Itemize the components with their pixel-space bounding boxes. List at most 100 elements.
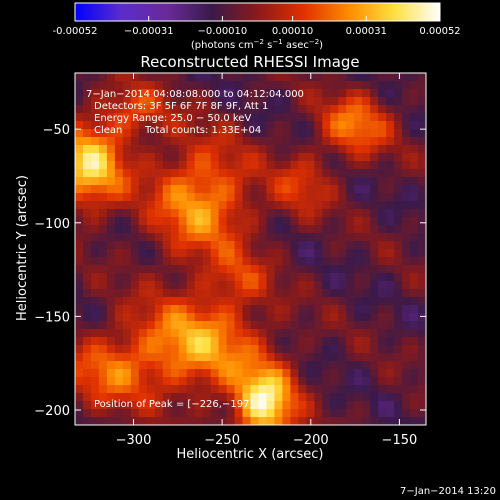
- heatmap-cell: [226, 377, 236, 386]
- heatmap-cell: [178, 217, 188, 226]
- heatmap-cell: [370, 153, 379, 162]
- heatmap-cell: [346, 233, 355, 242]
- heatmap-cell: [282, 225, 291, 234]
- heatmap-cell: [234, 233, 244, 242]
- heatmap-cell: [266, 289, 276, 298]
- heatmap-cell: [202, 81, 212, 90]
- heatmap-cell: [338, 337, 347, 346]
- heatmap-cell: [402, 137, 411, 146]
- heatmap-cell: [314, 313, 323, 322]
- heatmap-cell: [410, 273, 419, 282]
- heatmap-cell: [314, 241, 323, 250]
- heatmap-cell: [178, 121, 188, 130]
- heatmap-cell: [370, 113, 379, 122]
- heatmap-cell: [362, 377, 371, 386]
- heatmap-cell: [154, 409, 164, 418]
- heatmap-cell: [82, 289, 92, 298]
- heatmap-cell: [410, 129, 419, 138]
- heatmap-cell: [202, 225, 212, 234]
- heatmap-cell: [138, 385, 148, 394]
- heatmap-cell: [194, 233, 204, 242]
- heatmap-cell: [378, 73, 387, 82]
- heatmap-cell: [146, 257, 156, 266]
- heatmap-cell: [194, 321, 204, 330]
- heatmap-cell: [402, 185, 411, 194]
- heatmap-cell: [266, 281, 276, 290]
- heatmap-cell: [194, 113, 204, 122]
- heatmap-cell: [290, 113, 299, 122]
- heatmap-cell: [146, 393, 156, 402]
- heatmap-cell: [178, 417, 188, 425]
- heatmap-cell: [298, 89, 307, 98]
- heatmap-cell: [378, 401, 387, 410]
- heatmap-cell: [210, 313, 220, 322]
- heatmap-cell: [266, 297, 276, 306]
- heatmap-cell: [82, 177, 92, 186]
- heatmap-cell: [226, 105, 236, 114]
- heatmap-cell: [162, 401, 172, 410]
- heatmap-cell: [298, 393, 307, 402]
- heatmap-cell: [322, 97, 331, 106]
- heatmap-cell: [306, 193, 315, 202]
- heatmap-cell: [354, 281, 363, 290]
- heatmap-cell: [106, 137, 116, 146]
- heatmap-cell: [394, 385, 403, 394]
- heatmap-cell: [314, 169, 323, 178]
- heatmap-cell: [266, 185, 276, 194]
- heatmap-cell: [306, 321, 315, 330]
- heatmap-cell: [162, 377, 172, 386]
- heatmap-cell: [218, 233, 228, 242]
- heatmap-cell: [218, 377, 228, 386]
- heatmap-cell: [354, 401, 363, 410]
- heatmap-cell: [106, 97, 116, 106]
- heatmap-cell: [234, 81, 244, 90]
- heatmap-cell: [98, 345, 108, 354]
- heatmap-cell: [394, 401, 403, 410]
- heatmap-cell: [210, 193, 220, 202]
- heatmap-cell: [362, 353, 371, 362]
- heatmap-cell: [130, 321, 140, 330]
- heatmap-cell: [354, 297, 363, 306]
- heatmap-cell: [250, 329, 260, 338]
- heatmap-cell: [90, 73, 100, 82]
- heatmap-cell: [370, 353, 379, 362]
- heatmap-cell: [130, 153, 140, 162]
- heatmap-cell: [146, 137, 156, 146]
- heatmap-cell: [402, 81, 411, 90]
- heatmap-cell: [418, 121, 426, 130]
- heatmap-cell: [226, 89, 236, 98]
- heatmap-cell: [146, 249, 156, 258]
- heatmap-cell: [106, 201, 116, 210]
- heatmap-cell: [306, 401, 315, 410]
- heatmap-cell: [154, 225, 164, 234]
- heatmap-cell: [162, 81, 172, 90]
- heatmap-cell: [282, 233, 291, 242]
- heatmap-cell: [90, 369, 100, 378]
- heatmap-cell: [234, 401, 244, 410]
- heatmap-cell: [178, 377, 188, 386]
- heatmap-cell: [290, 201, 299, 210]
- heatmap-cell: [306, 281, 315, 290]
- heatmap-cell: [418, 337, 426, 346]
- heatmap-cell: [210, 257, 220, 266]
- heatmap-cell: [402, 145, 411, 154]
- heatmap-cell: [146, 361, 156, 370]
- heatmap-cell: [298, 193, 307, 202]
- heatmap-cell: [378, 113, 387, 122]
- heatmap-cell: [250, 249, 260, 258]
- heatmap-cell: [114, 417, 124, 425]
- heatmap-cell: [162, 89, 172, 98]
- heatmap-cell: [378, 289, 387, 298]
- heatmap-cell: [114, 281, 124, 290]
- heatmap-cell: [362, 145, 371, 154]
- heatmap-cell: [290, 385, 299, 394]
- heatmap-cell: [338, 209, 347, 218]
- heatmap-cell: [242, 209, 252, 218]
- heatmap-cell: [98, 281, 108, 290]
- heatmap-cell: [410, 225, 419, 234]
- heatmap-cell: [210, 385, 220, 394]
- heatmap-cell: [106, 361, 116, 370]
- heatmap-cell: [130, 417, 140, 425]
- heatmap-cell: [242, 241, 252, 250]
- heatmap-cell: [330, 265, 339, 274]
